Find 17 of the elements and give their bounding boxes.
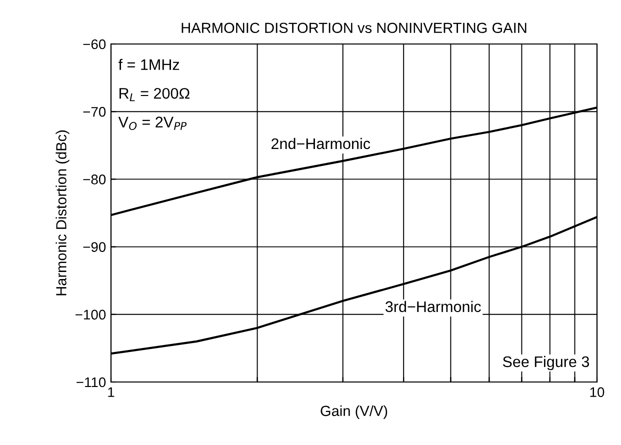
series-label: 3rd−Harmonic (386, 300, 481, 312)
annotation: R$_{L}$ = 200Ω (120, 88, 190, 102)
y-axis-title: Harmonic Distortion (dBc) (56, 130, 70, 296)
x-tick-label: 10 (590, 387, 604, 398)
y-tick-label: −90 (83, 242, 106, 252)
annotation: V$_{O}$ = 2V$_{PP}$ (118, 116, 187, 130)
chart-title: HARMONIC DISTORTION vs NONINVERTING GAIN (182, 22, 526, 34)
annotation: See Figure 3 (502, 356, 590, 370)
y-tick-label: −80 (83, 174, 106, 184)
y-tick-label: −110 (76, 377, 106, 388)
y-tick-label: −70 (83, 106, 106, 117)
annotation: f = 1MHz (118, 58, 180, 70)
y-tick-label: −60 (83, 39, 106, 50)
x-tick-label: 1 (108, 387, 114, 397)
x-axis-title: Gain (V/V) (320, 405, 388, 419)
y-tick-label: −100 (76, 310, 106, 320)
series-label: 2nd−Harmonic (272, 138, 370, 150)
